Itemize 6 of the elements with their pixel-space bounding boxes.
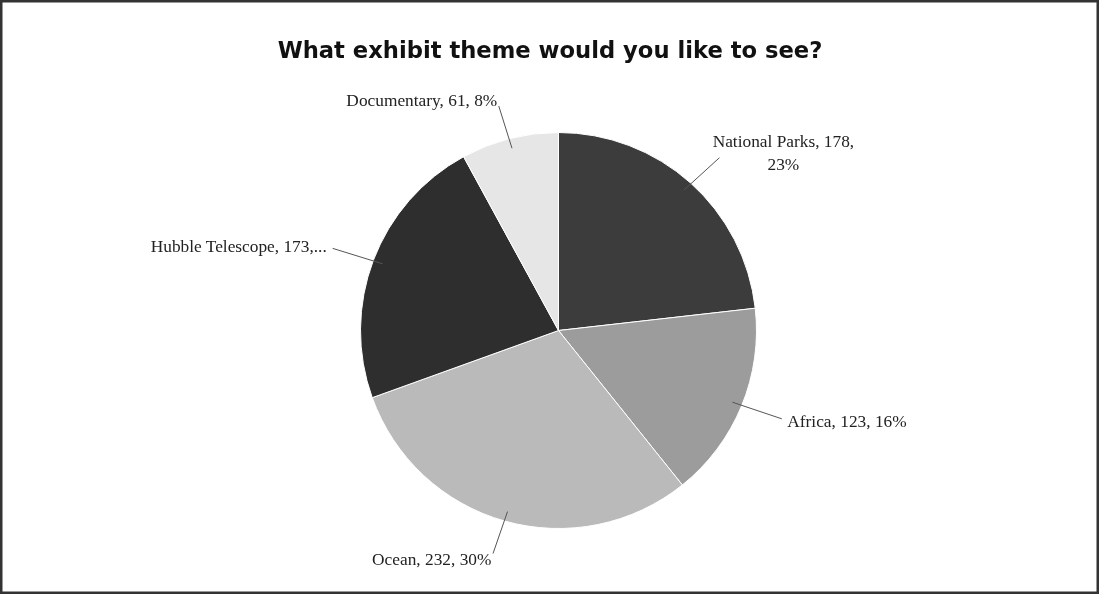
slice-label: National Parks, 178, 23% (712, 132, 855, 175)
slice-label: Ocean, 232, 30% (372, 549, 492, 569)
slice-label: Documentary, 61, 8% (346, 90, 498, 110)
slice-label: Africa, 123, 16% (787, 411, 907, 431)
chart-title: What exhibit theme would you like to see? (277, 36, 823, 63)
slice-label: Hubble Telescope, 173,... (150, 236, 327, 256)
